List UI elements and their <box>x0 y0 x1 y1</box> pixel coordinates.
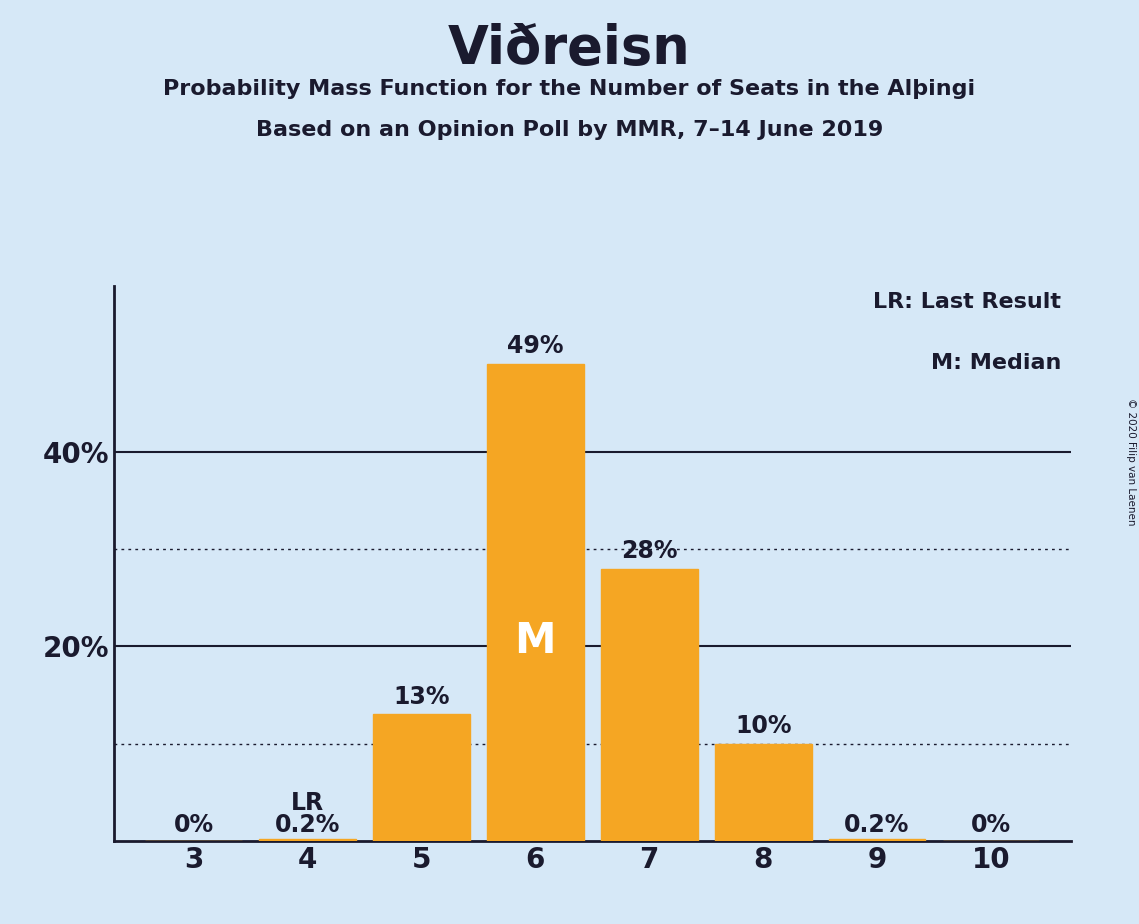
Text: M: M <box>515 620 556 662</box>
Text: 28%: 28% <box>621 539 678 563</box>
Text: M: Median: M: Median <box>931 353 1062 373</box>
Text: 0.2%: 0.2% <box>274 813 341 837</box>
Bar <box>374 714 470 841</box>
Text: 0%: 0% <box>970 813 1011 837</box>
Text: 10%: 10% <box>735 713 792 737</box>
Bar <box>260 839 357 841</box>
Bar <box>601 568 698 841</box>
Text: 49%: 49% <box>507 334 564 359</box>
Text: 0%: 0% <box>173 813 214 837</box>
Text: Viðreisn: Viðreisn <box>448 23 691 75</box>
Text: © 2020 Filip van Laenen: © 2020 Filip van Laenen <box>1126 398 1136 526</box>
Text: Based on an Opinion Poll by MMR, 7–14 June 2019: Based on an Opinion Poll by MMR, 7–14 Ju… <box>256 120 883 140</box>
Text: 0.2%: 0.2% <box>844 813 910 837</box>
Bar <box>829 839 925 841</box>
Bar <box>715 744 812 841</box>
Text: 13%: 13% <box>393 685 450 709</box>
Text: LR: Last Result: LR: Last Result <box>874 292 1062 312</box>
Text: Probability Mass Function for the Number of Seats in the Alþingi: Probability Mass Function for the Number… <box>163 79 976 99</box>
Bar <box>487 364 584 841</box>
Text: LR: LR <box>290 791 325 815</box>
